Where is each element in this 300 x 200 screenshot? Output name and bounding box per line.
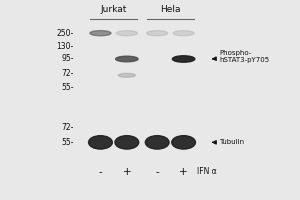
Text: +: + bbox=[122, 167, 131, 177]
Text: -: - bbox=[99, 167, 102, 177]
Ellipse shape bbox=[145, 136, 169, 149]
Ellipse shape bbox=[147, 31, 168, 36]
Text: Jurkat: Jurkat bbox=[100, 5, 127, 14]
Text: 55-: 55- bbox=[61, 138, 74, 147]
Text: 72-: 72- bbox=[61, 123, 74, 132]
Text: 55-: 55- bbox=[61, 83, 74, 92]
Text: 95-: 95- bbox=[61, 54, 74, 63]
Text: 72-: 72- bbox=[61, 69, 74, 78]
Text: -: - bbox=[155, 167, 159, 177]
Ellipse shape bbox=[90, 31, 111, 36]
Text: IFN α: IFN α bbox=[197, 167, 217, 176]
Text: Hela: Hela bbox=[160, 5, 181, 14]
Ellipse shape bbox=[116, 31, 137, 36]
Ellipse shape bbox=[172, 136, 196, 149]
Ellipse shape bbox=[115, 136, 139, 149]
Text: Phospho-
hSTAT3-pY705: Phospho- hSTAT3-pY705 bbox=[213, 50, 269, 63]
Ellipse shape bbox=[172, 56, 195, 62]
Ellipse shape bbox=[173, 31, 194, 36]
Text: 250-: 250- bbox=[56, 29, 74, 38]
Text: +: + bbox=[179, 167, 188, 177]
Text: Tubulin: Tubulin bbox=[213, 139, 244, 145]
Ellipse shape bbox=[118, 73, 135, 77]
Ellipse shape bbox=[116, 56, 138, 62]
Text: 130-: 130- bbox=[56, 42, 74, 51]
Ellipse shape bbox=[88, 136, 112, 149]
